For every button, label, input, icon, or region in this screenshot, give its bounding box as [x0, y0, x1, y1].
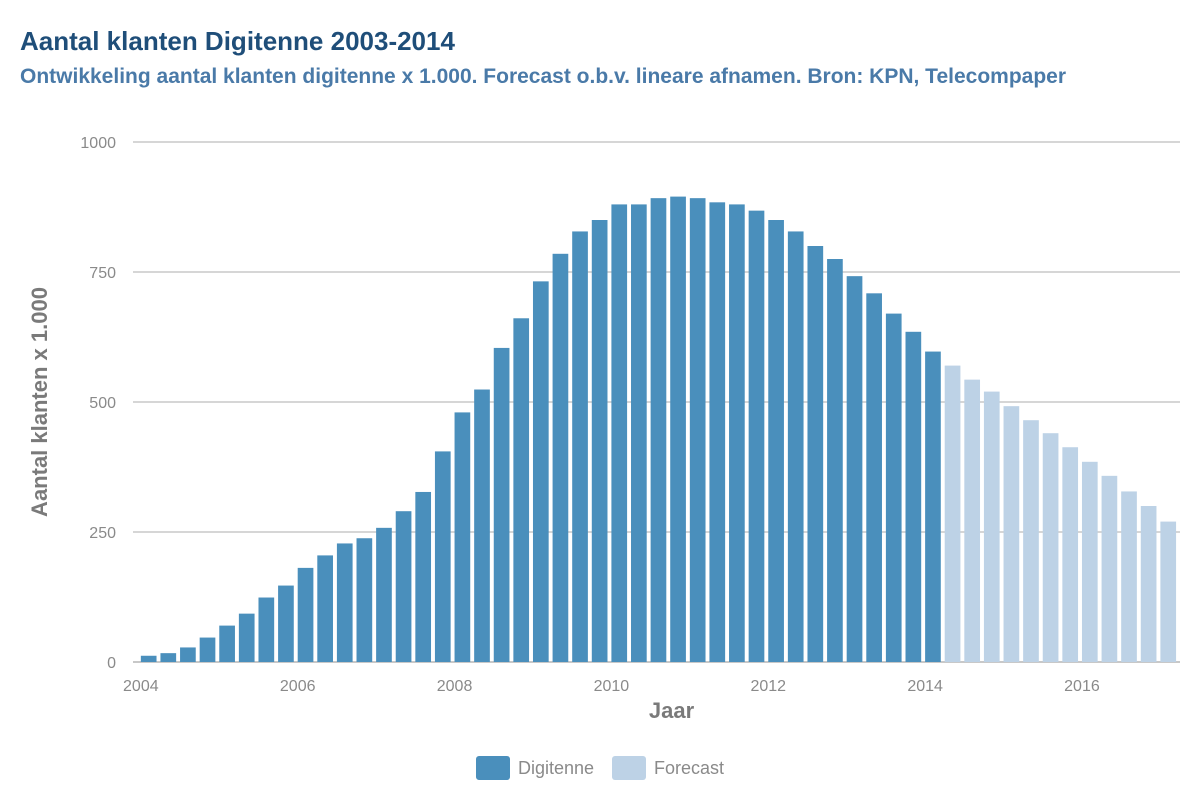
- y-tick-label: 750: [89, 265, 116, 282]
- bar-digitenne[interactable]: [709, 202, 726, 662]
- bar-digitenne[interactable]: [180, 647, 196, 662]
- bar-forecast[interactable]: [983, 391, 1000, 662]
- bar-digitenne[interactable]: [395, 511, 412, 662]
- bar-digitenne[interactable]: [513, 318, 530, 662]
- bar-digitenne[interactable]: [670, 196, 686, 662]
- bar-digitenne[interactable]: [140, 655, 157, 662]
- y-tick-label: 1000: [80, 135, 116, 152]
- bar-forecast[interactable]: [1081, 461, 1098, 662]
- bar-digitenne[interactable]: [650, 198, 667, 662]
- bar-digitenne[interactable]: [317, 555, 333, 662]
- bar-forecast[interactable]: [1042, 433, 1059, 662]
- bar-digitenne[interactable]: [238, 613, 255, 662]
- bar-forecast[interactable]: [1023, 420, 1039, 662]
- chart-subtitle: Ontwikkeling aantal klanten digitenne x …: [20, 65, 1067, 88]
- x-tick-label: 2012: [750, 678, 786, 695]
- bar-forecast[interactable]: [1160, 521, 1177, 662]
- chart-title: Aantal klanten Digitenne 2003-2014: [20, 26, 455, 56]
- bar-digitenne[interactable]: [885, 313, 902, 662]
- legend-label-forecast: Forecast: [654, 757, 725, 778]
- bar-digitenne[interactable]: [493, 347, 510, 662]
- bar-digitenne[interactable]: [454, 412, 471, 662]
- x-tick-label: 2016: [1064, 678, 1100, 695]
- bar-digitenne[interactable]: [572, 231, 588, 662]
- bar-forecast[interactable]: [944, 365, 961, 662]
- bar-digitenne[interactable]: [689, 198, 706, 662]
- bar-digitenne[interactable]: [631, 204, 647, 662]
- x-tick-label: 2008: [437, 678, 473, 695]
- bar-digitenne[interactable]: [827, 259, 843, 662]
- bar-digitenne[interactable]: [591, 220, 608, 662]
- bar-digitenne[interactable]: [160, 653, 177, 662]
- bar-forecast[interactable]: [1062, 447, 1079, 662]
- bar-digitenne[interactable]: [258, 597, 275, 662]
- bar-digitenne[interactable]: [434, 451, 451, 662]
- x-axis-title: Jaar: [649, 698, 695, 723]
- x-tick-label: 2004: [123, 678, 159, 695]
- legend-swatch-forecast: [612, 756, 647, 780]
- bar-digitenne[interactable]: [474, 389, 490, 662]
- y-axis-ticks: 0 250 500 750 1000: [80, 135, 116, 672]
- bar-forecast[interactable]: [1003, 406, 1020, 662]
- bar-digitenne[interactable]: [552, 253, 569, 663]
- x-axis-ticks: 2004 2006 2008 2010 2012 2014 2016: [123, 678, 1100, 695]
- bar-digitenne[interactable]: [278, 585, 294, 662]
- legend-label-digitenne: Digitenne: [517, 757, 595, 778]
- legend-item-forecast[interactable]: Forecast: [612, 756, 724, 780]
- bar-digitenne[interactable]: [336, 543, 353, 662]
- bar-digitenne[interactable]: [356, 538, 373, 662]
- bar-digitenne[interactable]: [199, 637, 216, 662]
- legend-swatch-digitenne: [475, 756, 510, 780]
- bar-digitenne[interactable]: [748, 210, 765, 662]
- bar-digitenne[interactable]: [846, 276, 863, 662]
- legend: Digitenne Forecast: [0, 756, 1200, 780]
- y-tick-label: 250: [89, 525, 116, 542]
- bar-forecast[interactable]: [964, 379, 981, 662]
- bar-digitenne[interactable]: [729, 204, 745, 662]
- bar-forecast[interactable]: [1101, 475, 1118, 662]
- bar-digitenne[interactable]: [905, 331, 922, 662]
- bar-digitenne[interactable]: [532, 281, 549, 662]
- bar-digitenne[interactable]: [611, 204, 628, 662]
- bar-digitenne[interactable]: [219, 625, 235, 662]
- y-tick-label: 500: [89, 395, 116, 412]
- bar-digitenne[interactable]: [787, 231, 804, 662]
- y-axis-title: Aantal klanten x 1.000: [27, 287, 52, 517]
- legend-item-digitenne[interactable]: Digitenne: [475, 756, 595, 780]
- x-tick-label: 2010: [594, 678, 630, 695]
- bar-digitenne[interactable]: [925, 351, 941, 662]
- y-tick-label: 0: [107, 655, 116, 672]
- bar-digitenne[interactable]: [768, 220, 784, 662]
- x-tick-label: 2006: [280, 678, 316, 695]
- bars: [140, 196, 1177, 663]
- bar-forecast[interactable]: [1121, 491, 1137, 662]
- bar-digitenne[interactable]: [415, 491, 432, 662]
- bar-digitenne[interactable]: [807, 246, 824, 662]
- bar-digitenne[interactable]: [376, 527, 392, 662]
- bar-digitenne[interactable]: [297, 567, 314, 662]
- bar-digitenne[interactable]: [866, 293, 882, 662]
- x-tick-label: 2014: [907, 678, 943, 695]
- bar-forecast[interactable]: [1140, 506, 1157, 662]
